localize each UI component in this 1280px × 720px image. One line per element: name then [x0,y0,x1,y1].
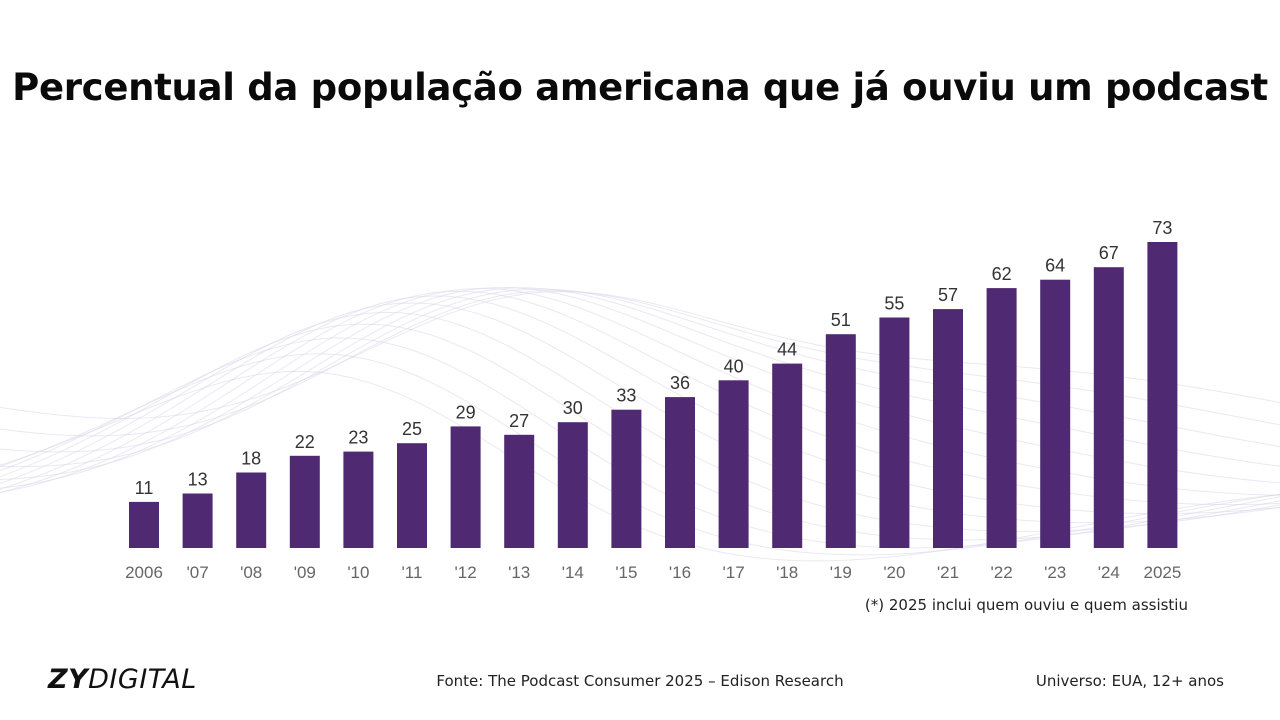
x-tick-label: '13 [508,563,530,582]
x-tick-label: '14 [562,563,584,582]
x-tick-label: '16 [669,563,691,582]
bar [236,472,267,548]
bar [504,434,535,548]
bar [665,397,695,548]
data-label: 62 [992,264,1012,284]
x-tick-label: '20 [883,563,905,582]
data-label: 30 [563,398,583,418]
chart-footnote: (*) 2025 inclui quem ouviu e quem assist… [864,596,1188,614]
brand-logo: ZYDIGITAL [48,664,197,695]
x-tick-label: 2006 [125,563,163,582]
logo-light-text: DIGITAL [88,664,197,695]
x-tick-label: '17 [723,563,745,582]
x-tick-label: '19 [830,563,852,582]
logo-bold-text: ZY [48,664,89,695]
bar [772,363,803,548]
bar [343,451,374,548]
x-tick-label: '15 [615,563,637,582]
x-tick-label: '10 [347,563,369,582]
bar [879,317,910,548]
data-label: 33 [616,386,636,406]
x-tick-label: '07 [187,563,209,582]
data-label: 22 [295,432,315,452]
bar [825,334,856,548]
data-label: 27 [509,411,529,431]
bar [450,426,481,548]
data-label: 36 [670,373,690,393]
x-tick-label: '18 [776,563,798,582]
data-label: 25 [402,419,422,439]
page-title: Percentual da população americana que já… [12,66,1268,109]
x-tick-label: '08 [240,563,262,582]
bar [129,501,159,548]
bar [1093,267,1124,548]
bar [933,309,963,548]
bar [397,443,427,548]
bar [289,455,320,548]
data-label: 40 [724,356,744,376]
data-label: 44 [777,340,797,360]
x-tick-label: 2025 [1143,563,1181,582]
data-label: 23 [348,428,368,448]
data-label: 55 [884,294,904,314]
data-label: 57 [938,285,958,305]
data-label: 51 [831,310,851,330]
data-label: 18 [241,449,261,469]
x-tick-label: '23 [1044,563,1066,582]
data-label: 13 [188,470,208,490]
data-label: 67 [1099,243,1119,263]
bar [611,409,642,548]
bar [557,422,588,548]
x-tick-label: '22 [991,563,1013,582]
data-label: 11 [135,478,154,498]
data-label: 73 [1152,218,1172,238]
bar [718,380,749,548]
bar [1147,242,1178,548]
data-label: 29 [456,402,476,422]
bar [1040,279,1071,548]
x-tick-label: '09 [294,563,316,582]
x-tick-label: '24 [1098,563,1120,582]
bar [986,288,1017,548]
source-credit: Fonte: The Podcast Consumer 2025 – Ediso… [436,672,844,690]
data-label: 64 [1045,256,1065,276]
x-tick-label: '12 [455,563,477,582]
x-tick-label: '21 [937,563,959,582]
bar [182,493,213,548]
x-tick-label: '11 [402,563,423,582]
universe-note: Universo: EUA, 12+ anos [1035,672,1224,690]
